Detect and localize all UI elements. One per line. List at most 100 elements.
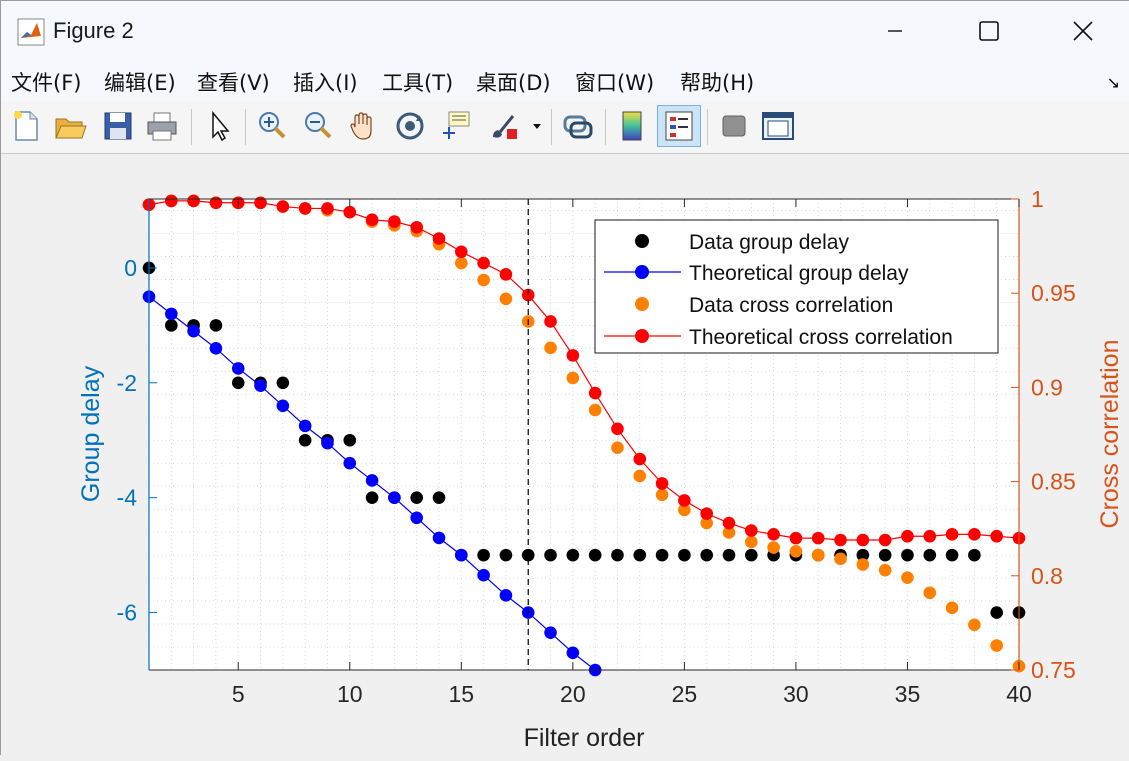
zoom-in-icon [259,112,286,139]
menu-edit[interactable]: 编辑(E) [104,71,176,95]
data-point [455,548,468,562]
data-point [477,568,490,582]
legend-marker-theory-group-delay [635,265,649,279]
legend-label-data-xcorr: Data cross correlation [689,294,893,317]
data-point [343,205,357,219]
menu-insert[interactable]: 插入(I) [293,71,358,95]
data-point [767,541,780,554]
data-cursor-icon [443,111,470,139]
data-point [455,256,468,270]
pan-button[interactable] [345,107,383,145]
colorbar-button[interactable] [613,107,651,145]
menu-desktop[interactable]: 桌面(D) [476,71,551,95]
data-point [165,319,178,332]
data-point [722,526,736,539]
link-plot-icon [563,115,593,139]
data-point [968,548,981,562]
data-point [834,552,847,566]
data-point [544,548,557,562]
dock-arrow-icon[interactable]: ↘ [1106,75,1120,92]
rotate-3d-button[interactable] [391,107,429,145]
menu-view[interactable]: 查看(V) [197,71,270,95]
data-point [544,315,557,328]
chart-svg[interactable]: 5 10 15 20 25 30 35 40 0 -2 -4 -6 0.75 0.8 0.85 0.9 0.95… [1,154,1129,756]
data-point [254,379,267,392]
window-title: Figure 2 [53,18,134,43]
open-file-icon [55,118,87,139]
minimize-button[interactable] [848,1,942,61]
edit-plot-button[interactable] [201,107,239,145]
save-button[interactable] [99,107,137,145]
show-plot-tools-button[interactable] [759,107,797,145]
data-point [365,213,379,227]
zoom-in-button[interactable] [253,107,291,145]
data-point [499,548,513,562]
link-plot-button[interactable] [559,107,597,145]
brush-dropdown[interactable] [527,107,547,145]
zoom-out-button[interactable] [299,107,337,145]
y-left-tick-label: -4 [117,485,138,511]
data-point [901,529,914,543]
data-point [276,376,290,390]
data-point [566,371,580,385]
data-point [566,349,580,362]
series-layer [142,194,1026,677]
data-point [365,474,379,487]
data-point [388,215,401,228]
legend-button[interactable] [657,105,701,147]
legend-label-theory-xcorr: Theoretical cross correlation [689,326,953,349]
data-point [633,469,647,483]
data-point [165,307,178,321]
figure-toolbar [1,101,1129,154]
legend[interactable]: Data group delay Theoretical group delay… [594,219,999,354]
data-point [923,586,937,600]
pointer-icon [212,110,230,142]
menu-file[interactable]: 文件(F) [11,71,82,95]
data-point [655,548,669,562]
data-point [231,376,245,390]
y-right-tick-label: 0.75 [1031,657,1076,683]
hide-plot-tools-button[interactable] [715,107,753,145]
minimize-icon [888,30,902,32]
close-button[interactable] [1036,1,1129,61]
data-point [432,232,446,245]
x-tick-label: 30 [783,681,809,707]
brush-button[interactable] [485,107,523,145]
data-point [655,488,669,502]
data-point [455,245,468,259]
menu-help[interactable]: 帮助(H) [680,71,755,95]
data-point [811,531,825,545]
data-point [343,433,357,447]
maximize-button[interactable] [942,1,1036,61]
data-point [856,548,870,562]
brush-icon [493,115,517,139]
open-file-button[interactable] [51,107,89,145]
legend-box [594,219,999,354]
menu-window[interactable]: 窗口(W) [575,71,655,95]
data-point [990,639,1003,652]
series-theoretical-group-delay [142,290,602,677]
data-point [856,558,870,571]
data-point [231,362,245,375]
data-point [968,618,981,632]
data-point [477,256,490,270]
data-point [477,548,490,562]
data-point [499,589,513,602]
data-point [588,403,602,417]
maximize-icon [979,21,999,41]
new-figure-button[interactable] [7,107,45,145]
data-point [722,516,736,530]
menu-tools[interactable]: 工具(T) [382,71,454,95]
data-point [298,202,312,215]
print-button[interactable] [143,107,181,145]
data-point [834,533,847,547]
data-point [209,319,223,332]
data-point [990,606,1003,619]
data-cursor-button[interactable] [437,107,475,145]
data-point [276,200,290,213]
data-point [410,511,423,525]
y-left-tick-label: -2 [117,370,137,396]
data-point [321,202,334,215]
rotate-3d-icon [396,112,424,140]
data-point [700,548,713,562]
